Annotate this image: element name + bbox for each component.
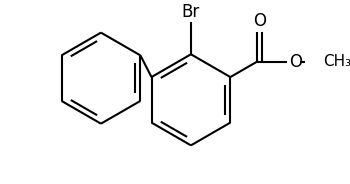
Text: Br: Br [182, 3, 200, 21]
Text: O: O [253, 13, 266, 30]
Text: O: O [289, 53, 302, 71]
Text: CH₃: CH₃ [323, 54, 350, 69]
